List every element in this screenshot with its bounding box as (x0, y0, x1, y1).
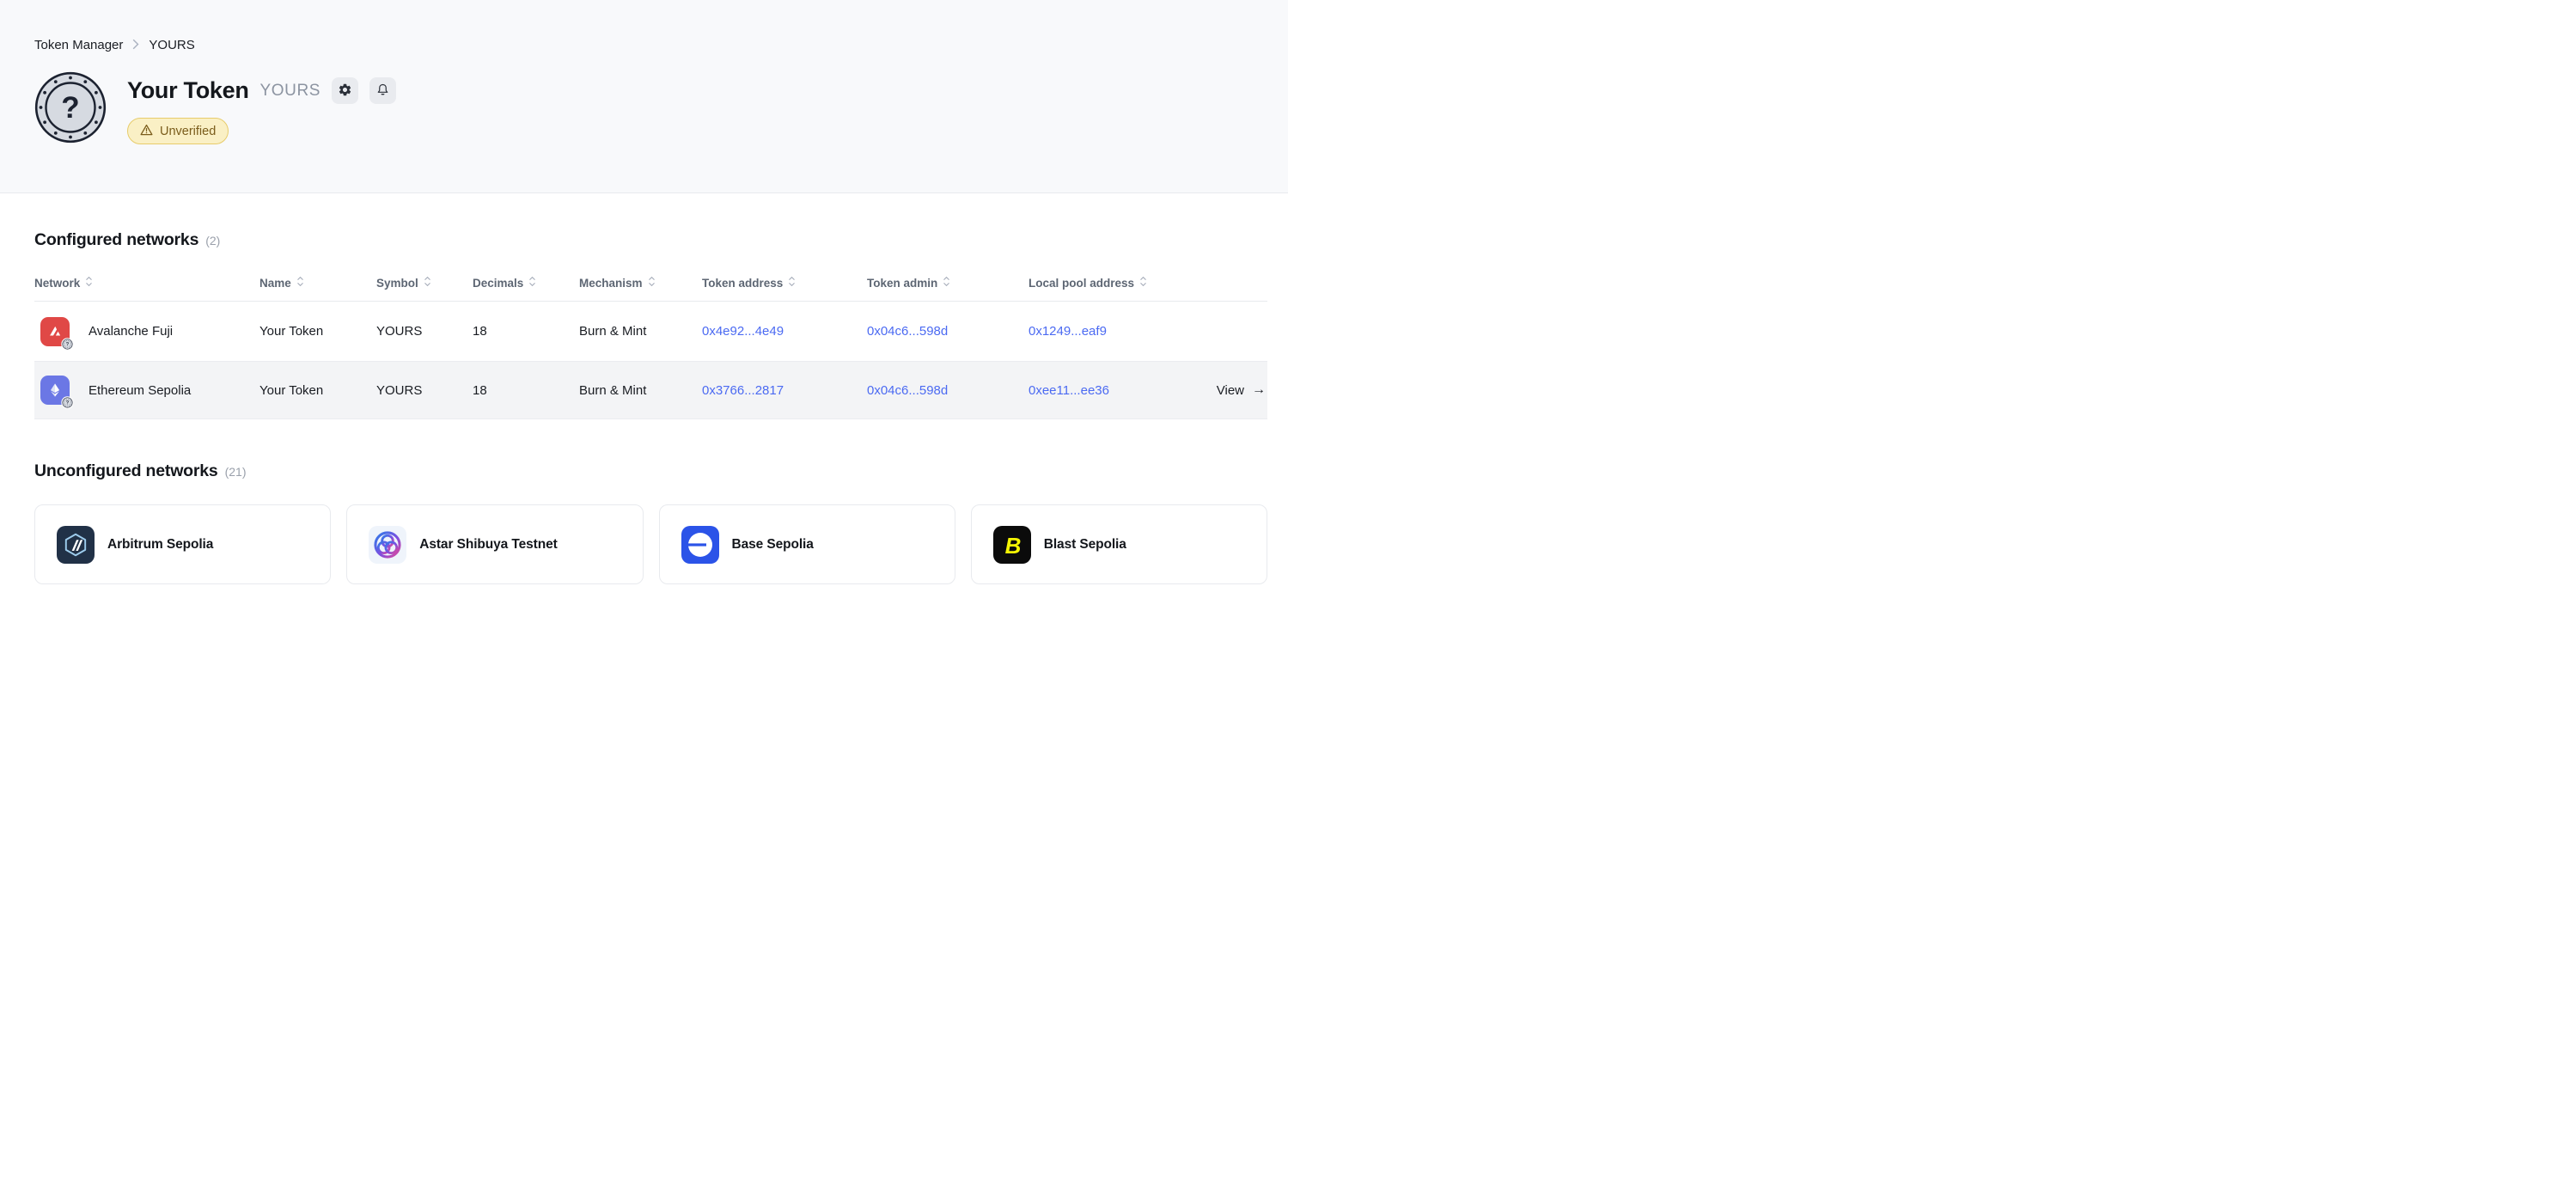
cell-token-name: Your Token (259, 382, 324, 398)
local-pool-address-link[interactable]: 0x1249...eaf9 (1029, 324, 1107, 339)
cell-decimals: 18 (473, 324, 487, 339)
badge-label: Unverified (160, 124, 217, 138)
network-card-astar-shibuya-testnet[interactable]: Astar Shibuya Testnet (346, 504, 644, 584)
settings-button[interactable] (332, 77, 359, 104)
breadcrumb-item-current: YOURS (149, 38, 195, 52)
svg-text:?: ? (66, 401, 70, 406)
sort-arrows-icon (788, 276, 796, 290)
cell-decimals: 18 (473, 382, 487, 398)
configured-networks-table: Network Name Symbol Decimals Mechanism T… (34, 276, 1267, 419)
column-header-mechanism[interactable]: Mechanism (579, 276, 702, 290)
column-header-decimals[interactable]: Decimals (473, 276, 579, 290)
arbitrum-network-icon (57, 525, 95, 564)
unconfigured-networks-heading: Unconfigured networks (21) (34, 461, 1267, 481)
network-card-label: Arbitrum Sepolia (107, 536, 214, 552)
column-header-name[interactable]: Name (259, 276, 376, 290)
column-header-token-address[interactable]: Token address (702, 276, 867, 290)
token-meta: Your Token YOURS (127, 71, 397, 144)
cell-mechanism: Burn & Mint (579, 382, 647, 398)
network-card-label: Astar Shibuya Testnet (419, 536, 558, 552)
token-symbol: YOURS (259, 81, 321, 100)
token-coin-badge-icon: ? (61, 396, 74, 409)
local-pool-address-link[interactable]: 0xee11...ee36 (1029, 382, 1109, 398)
breadcrumb: Token Manager YOURS (34, 38, 1267, 53)
blast-network-icon: B (992, 525, 1031, 564)
section-count: (2) (205, 234, 221, 247)
column-header-network[interactable]: Network (34, 276, 259, 290)
column-header-token-admin[interactable]: Token admin (867, 276, 1029, 290)
token-address-link[interactable]: 0x3766...2817 (702, 382, 784, 398)
network-card-arbitrum-sepolia[interactable]: Arbitrum Sepolia (34, 504, 332, 584)
configured-networks-heading: Configured networks (2) (34, 230, 1267, 250)
svg-text:?: ? (61, 91, 79, 125)
token-admin-link[interactable]: 0x04c6...598d (867, 382, 949, 398)
token-avatar question-coin-icon: ? (34, 71, 107, 144)
cell-mechanism: Burn & Mint (579, 324, 647, 339)
network-card-label: Blast Sepolia (1043, 536, 1126, 552)
main-content: Configured networks (2) Network Name Sym… (0, 230, 1288, 584)
sort-arrows-icon (1139, 276, 1147, 290)
network-card-blast-sepolia[interactable]: B Blast Sepolia (970, 504, 1267, 584)
table-row-avalanche-fuji[interactable]: ? Avalanche Fuji Your Token YOURS 18 Bur… (34, 302, 1267, 362)
network-card-label: Base Sepolia (731, 536, 814, 552)
token-address-link[interactable]: 0x4e92...4e49 (702, 324, 784, 339)
token-manager-page: Token Manager YOURS ? (0, 0, 1288, 596)
svg-text:B: B (1004, 533, 1021, 559)
token-header: ? Your Token YOURS (34, 71, 1267, 144)
network-name: Ethereum Sepolia (89, 382, 192, 398)
breadcrumb-item-token-manager[interactable]: Token Manager (34, 38, 124, 52)
astar-network-icon (369, 525, 407, 564)
column-header-symbol[interactable]: Symbol (376, 276, 473, 290)
sort-arrows-icon (943, 276, 950, 290)
unconfigured-networks-grid: Arbitrum Sepolia (34, 504, 1267, 584)
bell-icon (375, 82, 390, 100)
network-card-base-sepolia[interactable]: Base Sepolia (658, 504, 955, 584)
view-button[interactable]: View → (1216, 382, 1266, 398)
sort-arrows-icon (648, 276, 656, 290)
sort-arrows-icon (85, 276, 93, 290)
chevron-right-icon (132, 39, 139, 53)
unverified-status-badge: Unverified (127, 118, 229, 144)
arrow-right-icon: → (1252, 382, 1266, 397)
cell-token-symbol: YOURS (376, 382, 423, 398)
svg-text:?: ? (66, 342, 70, 347)
page-title: Your Token (127, 77, 249, 103)
notifications-button[interactable] (369, 77, 397, 104)
section-count: (21) (224, 465, 247, 479)
column-header-local-pool-address[interactable]: Local pool address (1029, 276, 1213, 290)
section-title: Configured networks (34, 230, 199, 249)
cell-token-name: Your Token (259, 324, 324, 339)
cell-token-symbol: YOURS (376, 324, 423, 339)
page-header: Token Manager YOURS ? (0, 0, 1288, 193)
warning-triangle-icon (140, 124, 153, 139)
avalanche-network-icon: ? (40, 316, 74, 351)
sort-arrows-icon (528, 276, 536, 290)
base-network-icon (681, 525, 719, 564)
sort-arrows-icon (424, 276, 431, 290)
ethereum-network-icon: ? (40, 376, 74, 409)
table-row-ethereum-sepolia[interactable]: ? Ethereum Sepolia Your Token YOURS 18 B… (34, 362, 1267, 419)
sort-arrows-icon (296, 276, 304, 290)
section-title: Unconfigured networks (34, 461, 218, 480)
token-admin-link[interactable]: 0x04c6...598d (867, 324, 949, 339)
table-header-row: Network Name Symbol Decimals Mechanism T… (34, 276, 1267, 302)
network-name: Avalanche Fuji (89, 324, 174, 339)
token-coin-badge-icon: ? (61, 337, 74, 351)
gear-icon (338, 82, 352, 100)
